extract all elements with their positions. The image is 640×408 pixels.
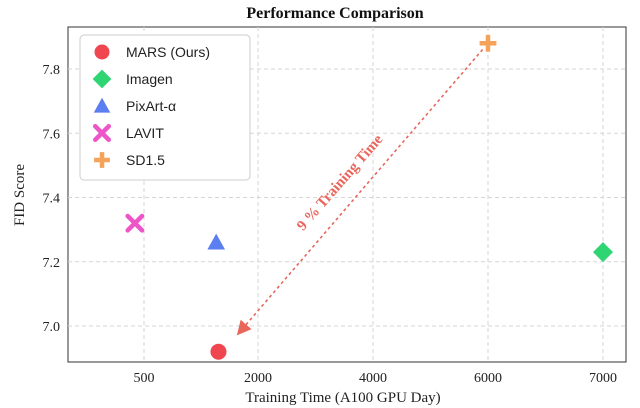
legend-box bbox=[79, 34, 251, 181]
x-axis-title: Training Time (A100 GPU Day) bbox=[245, 390, 440, 406]
legend-label: Imagen bbox=[126, 71, 173, 87]
legend-marker bbox=[92, 69, 112, 89]
x-tick-label: 500 bbox=[134, 371, 155, 386]
y-tick-label: 7.4 bbox=[43, 192, 61, 207]
y-tick-label: 7.0 bbox=[43, 320, 61, 335]
legend-label: MARS (Ours) bbox=[126, 44, 210, 60]
data-point bbox=[125, 213, 145, 233]
x-tick-label: 7000 bbox=[589, 371, 617, 386]
x-tick-label: 6000 bbox=[474, 371, 502, 386]
legend-marker bbox=[94, 152, 110, 168]
plot-frame bbox=[67, 26, 627, 363]
x-tick-label: 4000 bbox=[359, 371, 387, 386]
legend-label: PixArt-α bbox=[126, 98, 176, 114]
x-tick-labels: 500 2000 4000 6000 7000 bbox=[134, 371, 618, 386]
y-axis-title: FID Score bbox=[12, 164, 28, 226]
chart-title: Performance Comparison bbox=[246, 5, 423, 22]
data-point bbox=[210, 343, 227, 360]
y-tick-labels: 7.0 7.2 7.4 7.6 7.8 bbox=[43, 63, 61, 335]
legend-marker bbox=[93, 97, 111, 113]
legend: MARS (Ours) Imagen PixArt-α LAVIT SD1.5 bbox=[79, 34, 251, 181]
y-tick-label: 7.6 bbox=[43, 127, 61, 142]
annotation-arrow bbox=[236, 48, 484, 336]
x-tick-label: 2000 bbox=[244, 371, 272, 386]
legend-marker bbox=[93, 124, 111, 142]
data-points bbox=[125, 34, 613, 360]
legend-marker bbox=[94, 44, 110, 60]
y-tick-label: 7.8 bbox=[43, 63, 61, 78]
legend-label: SD1.5 bbox=[126, 152, 165, 168]
data-point bbox=[479, 34, 497, 52]
legend-label: LAVIT bbox=[126, 125, 164, 141]
data-point bbox=[207, 233, 225, 250]
y-tick-label: 7.2 bbox=[43, 256, 61, 271]
data-point bbox=[593, 242, 613, 263]
